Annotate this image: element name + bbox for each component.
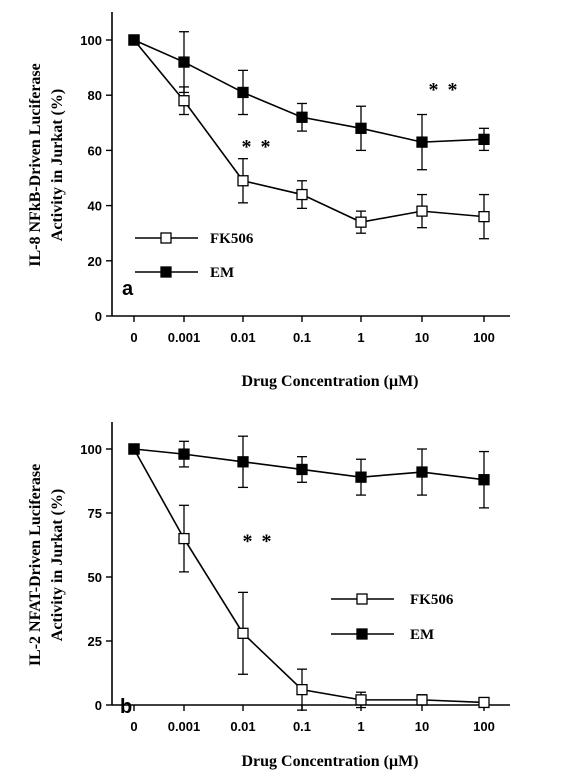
panel-b-xtick-label: 10 [415, 719, 429, 734]
panel-a-ylabel-line1: IL-8 NFkB-Driven Luciferase [27, 63, 44, 267]
panel-b-point-fk506 [296, 683, 308, 696]
panel-a-ylabel-line2: Activity in Jurkat (%) [49, 89, 66, 241]
panel-a-legend-marker-em [160, 266, 172, 278]
panel-b-xtick-label: 0 [130, 719, 137, 734]
panel-b-point-em [178, 448, 190, 460]
panel-a-legend-marker-fk506 [160, 232, 172, 244]
panel-b-xtick-label: 0.001 [168, 719, 201, 734]
panel-a-ytick-label: 60 [88, 143, 102, 158]
panel-a-xtick-label: 0.001 [168, 330, 201, 345]
panel-a-xtick-label: 1 [357, 330, 364, 345]
panel-a-ytick-label: 80 [88, 88, 102, 103]
panel-a-point-em [178, 56, 190, 68]
panel-a-xlabel: Drug Concentration (μM) [241, 373, 418, 390]
panel-a-point-fk506 [478, 210, 490, 223]
panel-b-point-em [355, 471, 367, 483]
panel-b-point-fk506 [478, 696, 490, 709]
panel-b-legend-label-em: EM [410, 627, 434, 643]
panel-a-point-fk506 [355, 216, 367, 228]
panel-a-point-fk506 [237, 175, 249, 187]
panel-a-ytick-label: 40 [88, 199, 102, 214]
panel-a-xtick-label: 0.01 [230, 330, 255, 345]
panel-a-significance-annotation: * * [429, 79, 460, 101]
panel-b-legend-marker-fk506 [356, 593, 368, 605]
panel-b-ylabel-line1: IL-2 NFAT-Driven Luciferase [27, 464, 44, 666]
panel-b-ytick-label: 25 [88, 634, 102, 649]
panel-b-xtick-label: 0.1 [293, 719, 311, 734]
panel-b-ytick-label: 0 [95, 698, 102, 713]
panel-a-xtick-label: 100 [473, 330, 495, 345]
panel-a-chart: IL-8 NFkB-Driven Luciferase Activity in … [27, 12, 510, 390]
panel-b-legend-marker-em [356, 628, 368, 640]
panel-a-point-em [355, 122, 367, 134]
panel-b-label: b [120, 696, 132, 718]
panel-b-point-em [416, 466, 428, 478]
panel-a-xtick-label: 10 [415, 330, 429, 345]
panel-b-point-fk506 [178, 532, 190, 545]
panel-b-xlabel: Drug Concentration (μM) [241, 753, 418, 770]
panel-b-series-fk506-line [133, 448, 485, 704]
panel-b-ylabel-line2: Activity in Jurkat (%) [49, 489, 66, 641]
panel-a-legend-label-fk506: FK506 [210, 231, 254, 247]
panel-a-point-em [237, 86, 249, 99]
panel-b-ytick-label: 50 [88, 570, 102, 585]
panel-a-ytick-label: 0 [95, 309, 102, 324]
panel-a-label: a [122, 278, 134, 300]
panel-a-point-fk506 [296, 188, 308, 201]
panel-a-ylabel: IL-8 NFkB-Driven Luciferase Activity in … [27, 63, 66, 267]
panel-b-point-fk506 [237, 627, 249, 639]
panel-a-legend-label-em: EM [210, 265, 234, 281]
panel-b-point-fk506 [416, 694, 428, 706]
panel-b-chart: IL-2 NFAT-Driven Luciferase Activity in … [27, 422, 510, 770]
panel-b-significance-annotation: * * [243, 530, 274, 552]
panel-a-point-fk506 [178, 95, 190, 107]
panel-b-point-fk506 [355, 694, 367, 706]
panel-a-point-fk506 [416, 205, 428, 217]
panel-a-ytick-label: 100 [80, 33, 102, 48]
panel-b-ytick-label: 100 [80, 442, 102, 457]
panel-b-point-em [296, 463, 308, 476]
panel-a-point-em [416, 136, 428, 148]
panel-a-point-em [296, 111, 308, 123]
panel-a-ytick-label: 20 [88, 254, 102, 269]
panel-a-point-em [478, 133, 490, 146]
panel-b-xtick-label: 1 [357, 719, 364, 734]
panel-b-point-em [237, 456, 249, 468]
panel-b-legend-label-fk506: FK506 [410, 592, 454, 608]
panel-b-point-em [128, 443, 140, 455]
panel-a-xtick-label: 0 [130, 330, 137, 345]
panel-b-xtick-label: 100 [473, 719, 495, 734]
panel-b-ytick-label: 75 [88, 506, 102, 521]
panel-a-point-em [128, 34, 140, 46]
panel-a-xtick-label: 0.1 [293, 330, 311, 345]
panel-a-significance-annotation: * * [242, 136, 273, 158]
panel-b-xtick-label: 0.01 [230, 719, 255, 734]
panel-b-point-em [478, 474, 490, 486]
panel-b-ylabel: IL-2 NFAT-Driven Luciferase Activity in … [27, 464, 66, 666]
